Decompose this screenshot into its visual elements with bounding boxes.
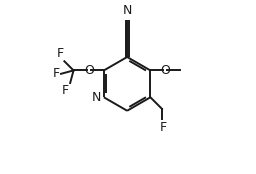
Text: O: O: [160, 64, 170, 77]
Text: F: F: [159, 121, 166, 134]
Text: O: O: [84, 64, 94, 77]
Text: N: N: [122, 4, 132, 17]
Text: F: F: [62, 84, 69, 97]
Text: F: F: [52, 67, 60, 80]
Text: N: N: [91, 91, 101, 104]
Text: F: F: [56, 47, 63, 60]
